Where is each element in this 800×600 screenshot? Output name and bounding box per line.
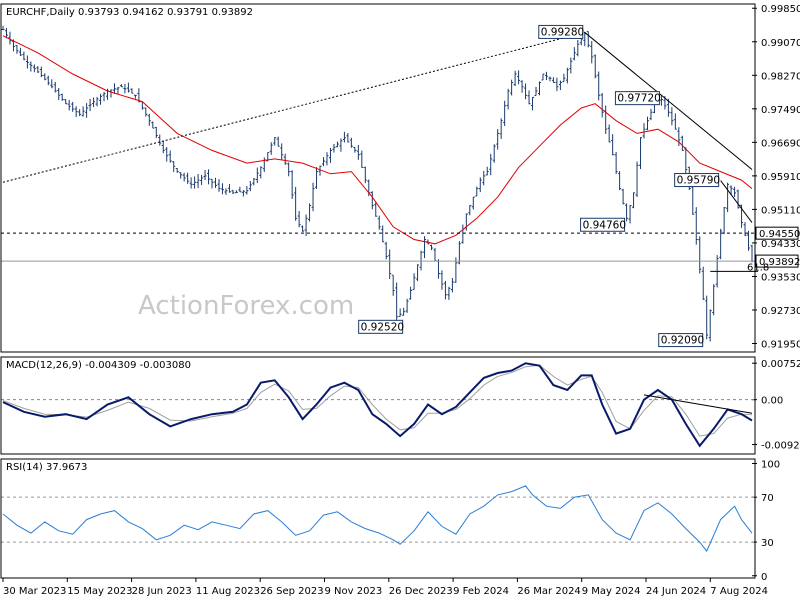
panel-frame-2 (0, 458, 756, 579)
price-tick-label: 0.92730 (761, 306, 800, 317)
moving-average-line (2, 35, 753, 245)
macd-signal-line (2, 364, 753, 437)
rsi-header: RSI(14) 37.9673 (6, 462, 87, 473)
price-tick-label: 0.94330 (761, 239, 800, 250)
macd-tick-label: 0.007526 (761, 359, 800, 370)
level-tag-box (755, 226, 799, 240)
annotation-box (358, 319, 404, 334)
x-tick-label: 15 May 2023 (67, 586, 132, 597)
annotation-label: 0.97720 (617, 93, 660, 105)
annotation-box (674, 173, 720, 188)
annotation-label: 0.99280 (541, 26, 584, 38)
annotation-box (658, 333, 704, 348)
panel-frame-1 (0, 356, 756, 455)
macd-trendline (643, 394, 753, 414)
x-tick-label: 9 May 2024 (582, 586, 641, 597)
x-tick-label: 9 Feb 2024 (453, 586, 509, 597)
macd-header: MACD(12,26,9) -0.004309 -0.003080 (6, 360, 191, 371)
price-tick-label: 0.95110 (761, 205, 800, 216)
rsi-tick-label: 30 (761, 538, 774, 549)
annotation-label: 0.94760 (583, 219, 626, 231)
trendline-rising-support (2, 31, 585, 183)
x-tick-label: 24 Jun 2024 (646, 586, 706, 597)
x-tick-label: 28 Jun 2023 (132, 586, 192, 597)
macd-panel: MACD(12,26,9) -0.004309 -0.003080 0.00752… (1, 359, 800, 452)
rsi-tick-label: 100 (761, 459, 780, 470)
price-tick-label: 0.93530 (761, 272, 800, 283)
annotation-box (614, 91, 660, 106)
level-tag-label: 0.93892 (759, 257, 800, 268)
trendline-mid-falling (720, 180, 753, 223)
price-tick-label: 0.98270 (761, 71, 800, 82)
rsi-tick-label: 70 (761, 493, 774, 504)
annotation-label: 0.95790 (677, 175, 720, 187)
trendline-falling-resistance (584, 32, 753, 170)
x-tick-label: 26 Dec 2023 (389, 586, 453, 597)
x-tick-label: 11 Aug 2023 (196, 586, 260, 597)
x-tick-label: 7 Aug 2024 (710, 586, 768, 597)
level-tag-label: 0.94550 (759, 229, 800, 240)
x-tick-label: 30 Mar 2023 (3, 586, 66, 597)
price-tick-label: 0.96690 (761, 138, 800, 149)
panel-frame-0 (0, 3, 756, 353)
watermark: ActionForex.com (138, 291, 354, 321)
macd-line (2, 362, 753, 448)
price-header: EURCHF,Daily 0.93793 0.94162 0.93791 0.9… (6, 7, 253, 18)
x-tick-label: 9 Nov 2023 (325, 586, 383, 597)
x-tick-label: 26 Sep 2023 (260, 586, 323, 597)
annotation-label: 0.92520 (361, 321, 404, 333)
price-tick-label: 0.99070 (761, 38, 800, 49)
x-tick-label: 26 Mar 2024 (517, 586, 580, 597)
price-tick-label: 0.91950 (761, 340, 800, 351)
annotation-box (538, 24, 584, 39)
x-axis: 30 Mar 2023 15 May 2023 28 Jun 2023 11 Aug … (2, 578, 768, 597)
macd-tick-label: 0.00 (761, 396, 783, 407)
macd-tick-label: -0.009252 (761, 441, 800, 452)
fib-label: 61.8 (747, 262, 769, 273)
rsi-line (2, 485, 753, 553)
rsi-tick-label: 0 (761, 572, 767, 583)
annotation-box (580, 217, 626, 232)
price-tick-label: 0.95910 (761, 172, 800, 183)
price-tick-label: 0.99850 (761, 4, 800, 15)
price-tick-label: 0.97490 (761, 105, 800, 116)
level-tag-box (755, 254, 799, 268)
rsi-panel: RSI(14) 37.9673 100 70 30 0 (1, 459, 780, 583)
annotation-label: 0.92090 (661, 335, 704, 347)
price-panel: EURCHF,Daily 0.93793 0.94162 0.93791 0.9… (1, 4, 800, 351)
